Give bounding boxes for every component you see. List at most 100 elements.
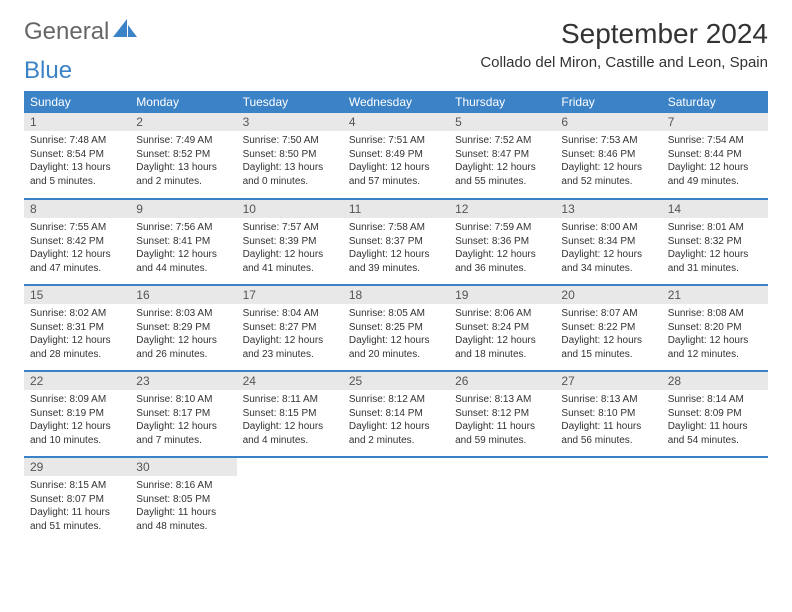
sunrise-line: Sunrise: 7:55 AM bbox=[30, 221, 124, 235]
day-body: Sunrise: 8:11 AMSunset: 8:15 PMDaylight:… bbox=[237, 390, 343, 453]
sunset-line: Sunset: 8:31 PM bbox=[30, 321, 124, 335]
day-number: 17 bbox=[237, 286, 343, 304]
day-number: 23 bbox=[130, 372, 236, 390]
daylight-line: Daylight: 12 hours and 49 minutes. bbox=[668, 161, 762, 188]
sunset-line: Sunset: 8:36 PM bbox=[455, 235, 549, 249]
daylight-line: Daylight: 12 hours and 57 minutes. bbox=[349, 161, 443, 188]
sunrise-line: Sunrise: 8:03 AM bbox=[136, 307, 230, 321]
day-body: Sunrise: 7:57 AMSunset: 8:39 PMDaylight:… bbox=[237, 218, 343, 281]
calendar-cell bbox=[662, 457, 768, 543]
day-body: Sunrise: 7:56 AMSunset: 8:41 PMDaylight:… bbox=[130, 218, 236, 281]
daylight-line: Daylight: 12 hours and 47 minutes. bbox=[30, 248, 124, 275]
sunrise-line: Sunrise: 7:58 AM bbox=[349, 221, 443, 235]
calendar-cell bbox=[555, 457, 661, 543]
daylight-line: Daylight: 12 hours and 10 minutes. bbox=[30, 420, 124, 447]
day-number: 9 bbox=[130, 200, 236, 218]
sunrise-line: Sunrise: 8:00 AM bbox=[561, 221, 655, 235]
day-body: Sunrise: 8:15 AMSunset: 8:07 PMDaylight:… bbox=[24, 476, 130, 539]
day-number: 26 bbox=[449, 372, 555, 390]
day-body: Sunrise: 7:53 AMSunset: 8:46 PMDaylight:… bbox=[555, 131, 661, 194]
day-number: 20 bbox=[555, 286, 661, 304]
weekday-header: Wednesday bbox=[343, 91, 449, 113]
day-number: 24 bbox=[237, 372, 343, 390]
sunrise-line: Sunrise: 8:13 AM bbox=[561, 393, 655, 407]
daylight-line: Daylight: 12 hours and 18 minutes. bbox=[455, 334, 549, 361]
calendar-cell bbox=[343, 457, 449, 543]
sunrise-line: Sunrise: 8:11 AM bbox=[243, 393, 337, 407]
day-body: Sunrise: 7:48 AMSunset: 8:54 PMDaylight:… bbox=[24, 131, 130, 194]
day-number: 13 bbox=[555, 200, 661, 218]
sunset-line: Sunset: 8:17 PM bbox=[136, 407, 230, 421]
calendar-cell: 12Sunrise: 7:59 AMSunset: 8:36 PMDayligh… bbox=[449, 199, 555, 285]
calendar-cell bbox=[237, 457, 343, 543]
weekday-header-row: Sunday Monday Tuesday Wednesday Thursday… bbox=[24, 91, 768, 113]
day-number: 28 bbox=[662, 372, 768, 390]
sunrise-line: Sunrise: 7:59 AM bbox=[455, 221, 549, 235]
day-number: 27 bbox=[555, 372, 661, 390]
daylight-line: Daylight: 12 hours and 12 minutes. bbox=[668, 334, 762, 361]
calendar-week-row: 29Sunrise: 8:15 AMSunset: 8:07 PMDayligh… bbox=[24, 457, 768, 543]
sunrise-line: Sunrise: 8:14 AM bbox=[668, 393, 762, 407]
day-body: Sunrise: 8:12 AMSunset: 8:14 PMDaylight:… bbox=[343, 390, 449, 453]
weekday-header: Tuesday bbox=[237, 91, 343, 113]
calendar-cell: 23Sunrise: 8:10 AMSunset: 8:17 PMDayligh… bbox=[130, 371, 236, 457]
calendar-cell: 7Sunrise: 7:54 AMSunset: 8:44 PMDaylight… bbox=[662, 113, 768, 199]
sunset-line: Sunset: 8:24 PM bbox=[455, 321, 549, 335]
sunrise-line: Sunrise: 7:56 AM bbox=[136, 221, 230, 235]
daylight-line: Daylight: 12 hours and 31 minutes. bbox=[668, 248, 762, 275]
day-number: 16 bbox=[130, 286, 236, 304]
daylight-line: Daylight: 12 hours and 52 minutes. bbox=[561, 161, 655, 188]
sunset-line: Sunset: 8:39 PM bbox=[243, 235, 337, 249]
daylight-line: Daylight: 12 hours and 4 minutes. bbox=[243, 420, 337, 447]
daylight-line: Daylight: 13 hours and 5 minutes. bbox=[30, 161, 124, 188]
day-body: Sunrise: 8:00 AMSunset: 8:34 PMDaylight:… bbox=[555, 218, 661, 281]
sunrise-line: Sunrise: 7:48 AM bbox=[30, 134, 124, 148]
calendar-cell: 30Sunrise: 8:16 AMSunset: 8:05 PMDayligh… bbox=[130, 457, 236, 543]
day-body: Sunrise: 8:07 AMSunset: 8:22 PMDaylight:… bbox=[555, 304, 661, 367]
calendar-week-row: 8Sunrise: 7:55 AMSunset: 8:42 PMDaylight… bbox=[24, 199, 768, 285]
sunset-line: Sunset: 8:44 PM bbox=[668, 148, 762, 162]
brand-sail-icon bbox=[113, 18, 139, 46]
day-body: Sunrise: 7:55 AMSunset: 8:42 PMDaylight:… bbox=[24, 218, 130, 281]
day-body: Sunrise: 8:02 AMSunset: 8:31 PMDaylight:… bbox=[24, 304, 130, 367]
calendar-cell: 16Sunrise: 8:03 AMSunset: 8:29 PMDayligh… bbox=[130, 285, 236, 371]
sunrise-line: Sunrise: 8:05 AM bbox=[349, 307, 443, 321]
sunset-line: Sunset: 8:20 PM bbox=[668, 321, 762, 335]
sunset-line: Sunset: 8:47 PM bbox=[455, 148, 549, 162]
daylight-line: Daylight: 11 hours and 59 minutes. bbox=[455, 420, 549, 447]
sunrise-line: Sunrise: 8:02 AM bbox=[30, 307, 124, 321]
day-number: 25 bbox=[343, 372, 449, 390]
calendar-cell: 27Sunrise: 8:13 AMSunset: 8:10 PMDayligh… bbox=[555, 371, 661, 457]
calendar-cell: 8Sunrise: 7:55 AMSunset: 8:42 PMDaylight… bbox=[24, 199, 130, 285]
sunset-line: Sunset: 8:05 PM bbox=[136, 493, 230, 507]
calendar-body: 1Sunrise: 7:48 AMSunset: 8:54 PMDaylight… bbox=[24, 113, 768, 543]
daylight-line: Daylight: 11 hours and 48 minutes. bbox=[136, 506, 230, 533]
sunset-line: Sunset: 8:46 PM bbox=[561, 148, 655, 162]
calendar-cell: 25Sunrise: 8:12 AMSunset: 8:14 PMDayligh… bbox=[343, 371, 449, 457]
daylight-line: Daylight: 12 hours and 20 minutes. bbox=[349, 334, 443, 361]
calendar-cell: 22Sunrise: 8:09 AMSunset: 8:19 PMDayligh… bbox=[24, 371, 130, 457]
location-text: Collado del Miron, Castille and Leon, Sp… bbox=[480, 54, 768, 71]
day-body: Sunrise: 8:06 AMSunset: 8:24 PMDaylight:… bbox=[449, 304, 555, 367]
sunrise-line: Sunrise: 8:06 AM bbox=[455, 307, 549, 321]
day-body: Sunrise: 8:13 AMSunset: 8:10 PMDaylight:… bbox=[555, 390, 661, 453]
sunrise-line: Sunrise: 8:12 AM bbox=[349, 393, 443, 407]
sunset-line: Sunset: 8:52 PM bbox=[136, 148, 230, 162]
sunrise-line: Sunrise: 8:10 AM bbox=[136, 393, 230, 407]
day-body: Sunrise: 8:10 AMSunset: 8:17 PMDaylight:… bbox=[130, 390, 236, 453]
sunset-line: Sunset: 8:15 PM bbox=[243, 407, 337, 421]
sunrise-line: Sunrise: 7:49 AM bbox=[136, 134, 230, 148]
calendar-cell: 5Sunrise: 7:52 AMSunset: 8:47 PMDaylight… bbox=[449, 113, 555, 199]
daylight-line: Daylight: 12 hours and 23 minutes. bbox=[243, 334, 337, 361]
day-body: Sunrise: 7:54 AMSunset: 8:44 PMDaylight:… bbox=[662, 131, 768, 194]
sunset-line: Sunset: 8:25 PM bbox=[349, 321, 443, 335]
day-number: 4 bbox=[343, 113, 449, 131]
sunset-line: Sunset: 8:09 PM bbox=[668, 407, 762, 421]
calendar-cell: 3Sunrise: 7:50 AMSunset: 8:50 PMDaylight… bbox=[237, 113, 343, 199]
day-body: Sunrise: 8:05 AMSunset: 8:25 PMDaylight:… bbox=[343, 304, 449, 367]
sunset-line: Sunset: 8:41 PM bbox=[136, 235, 230, 249]
day-number: 1 bbox=[24, 113, 130, 131]
daylight-line: Daylight: 12 hours and 39 minutes. bbox=[349, 248, 443, 275]
calendar-cell: 10Sunrise: 7:57 AMSunset: 8:39 PMDayligh… bbox=[237, 199, 343, 285]
day-number: 18 bbox=[343, 286, 449, 304]
